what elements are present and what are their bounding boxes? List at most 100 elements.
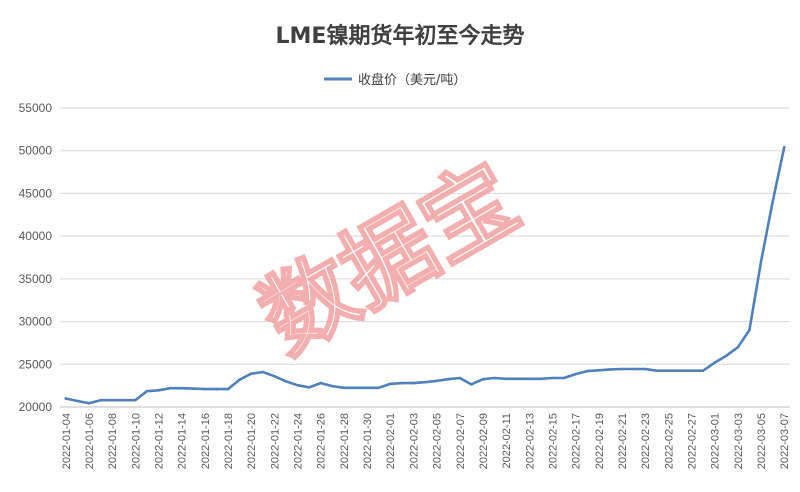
y-axis-tick-labels: 20000 25000 30000 35000 40000 45000 50000 55000 <box>19 101 53 414</box>
legend: 收盘价（美元/吨） <box>324 72 466 88</box>
data-point <box>76 399 79 403</box>
x-tick-label: 2022-03-05 <box>756 413 768 469</box>
x-tick-label: 2022-02-19 <box>594 413 606 469</box>
x-tick-label: 2022-02-11 <box>501 413 513 468</box>
watermark: 数据宝 <box>243 143 536 374</box>
data-point <box>423 380 427 384</box>
data-point <box>249 372 253 376</box>
x-tick-label: 2022-01-16 <box>200 413 212 469</box>
data-point <box>771 200 774 204</box>
x-tick-label: 2022-03-07 <box>779 413 791 469</box>
data-point <box>168 386 172 390</box>
data-point <box>713 361 716 364</box>
y-tick-label: 25000 <box>19 357 53 371</box>
data-point <box>574 372 577 376</box>
data-point <box>180 386 183 390</box>
x-tick-label: 2022-01-08 <box>107 413 119 469</box>
data-point <box>701 369 705 373</box>
x-tick-label: 2022-01-30 <box>362 413 374 469</box>
data-point <box>759 260 763 264</box>
data-point <box>215 387 218 391</box>
data-point <box>435 379 438 383</box>
data-point <box>365 386 369 390</box>
x-axis-tick-labels: 2022-01-04 2022-01-06 2022-01-08 2022-01-10… <box>61 413 791 469</box>
data-point <box>238 378 241 382</box>
data-point <box>609 368 612 371</box>
data-point <box>597 369 601 372</box>
data-point <box>134 398 137 402</box>
data-point <box>412 381 415 385</box>
x-tick-label: 2022-02-07 <box>455 413 467 469</box>
data-point <box>736 345 740 349</box>
data-point <box>562 376 566 380</box>
data-point <box>481 377 485 381</box>
data-point <box>110 398 114 402</box>
data-point <box>551 376 554 380</box>
x-tick-label: 2022-01-04 <box>61 413 73 469</box>
series-layer <box>64 146 786 405</box>
data-point <box>99 398 102 402</box>
x-tick-label: 2022-01-14 <box>177 413 189 469</box>
data-point <box>585 369 589 373</box>
x-tick-label: 2022-01-22 <box>269 413 281 469</box>
x-tick-label: 2022-01-12 <box>153 413 165 469</box>
data-point <box>331 384 334 388</box>
data-point <box>655 369 658 373</box>
x-tick-label: 2022-02-03 <box>408 413 420 469</box>
y-tick-label: 50000 <box>19 144 53 158</box>
data-point <box>342 386 346 390</box>
y-tick-label: 55000 <box>19 101 53 115</box>
data-point <box>725 354 728 358</box>
data-point <box>678 369 682 373</box>
data-point <box>643 367 647 371</box>
legend-label: 收盘价（美元/吨） <box>358 72 466 88</box>
x-tick-label: 2022-03-03 <box>733 413 745 469</box>
x-tick-label: 2022-01-24 <box>293 413 305 469</box>
data-point <box>446 377 450 381</box>
data-point <box>122 398 125 402</box>
data-point <box>87 401 91 405</box>
y-tick-label: 20000 <box>19 400 53 414</box>
data-point <box>192 387 195 390</box>
data-point <box>284 380 288 383</box>
data-point <box>145 389 149 393</box>
data-point <box>377 386 381 390</box>
data-point <box>632 367 635 371</box>
data-point <box>690 369 693 373</box>
x-tick-label: 2022-02-09 <box>478 413 490 469</box>
data-point <box>319 381 323 385</box>
data-point <box>273 374 276 378</box>
data-point <box>64 397 68 400</box>
data-point <box>667 369 670 373</box>
y-tick-label: 45000 <box>19 186 53 200</box>
x-tick-label: 2022-01-10 <box>130 413 142 469</box>
data-point <box>458 376 462 380</box>
data-point <box>782 146 786 149</box>
x-tick-label: 2022-02-23 <box>640 413 652 469</box>
data-point <box>226 387 230 391</box>
data-point <box>307 386 311 389</box>
data-point <box>516 377 519 381</box>
data-point <box>470 383 473 386</box>
x-tick-label: 2022-02-05 <box>432 413 444 469</box>
data-point <box>493 376 496 380</box>
data-point <box>528 377 531 381</box>
y-tick-label: 30000 <box>19 315 53 329</box>
x-tick-label: 2022-02-13 <box>524 413 536 469</box>
y-tick-label: 40000 <box>19 229 53 243</box>
x-tick-label: 2022-02-25 <box>663 413 675 469</box>
x-tick-label: 2022-01-20 <box>246 413 258 469</box>
x-tick-label: 2022-01-06 <box>84 413 96 469</box>
data-point <box>400 381 404 385</box>
data-point <box>620 367 624 371</box>
gridlines <box>60 107 790 365</box>
chart-title: LME镍期货年初至今走势 <box>276 23 525 49</box>
x-tick-label: 2022-01-18 <box>223 413 235 469</box>
data-point <box>261 370 265 374</box>
y-tick-label: 35000 <box>19 272 53 286</box>
x-tick-label: 2022-02-21 <box>617 413 629 469</box>
x-tick-label: 2022-02-15 <box>547 413 559 469</box>
data-point <box>354 386 357 390</box>
x-tick-label: 2022-01-26 <box>316 413 328 469</box>
